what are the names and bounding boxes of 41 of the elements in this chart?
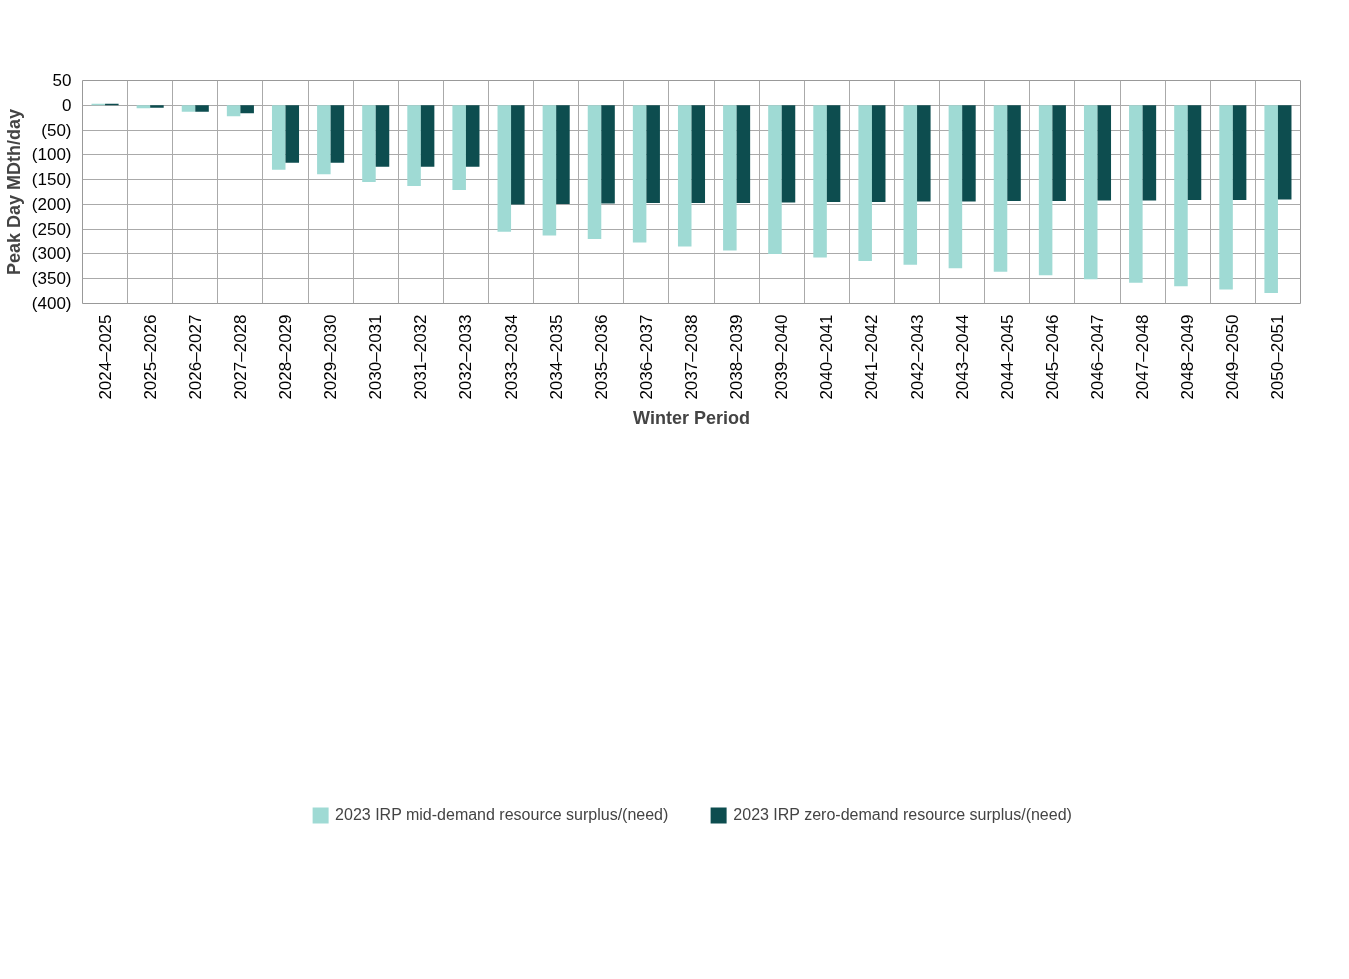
y-tick-label: 50 <box>52 71 72 90</box>
x-tick-label: 2024–2025 <box>95 314 115 400</box>
y-tick-label: (50) <box>41 120 72 140</box>
x-tick-label: 2037–2038 <box>682 314 701 400</box>
x-tick-label: 2040–2041 <box>817 314 837 400</box>
x-axis-title: Winter Period <box>633 407 750 428</box>
x-tick-label: 2041–2042 <box>862 314 882 400</box>
x-tick-label: 2045–2046 <box>1042 314 1062 400</box>
y-tick-label: (200) <box>31 194 72 214</box>
x-tick-label: 2027–2028 <box>230 314 250 400</box>
x-tick-label: 2036–2037 <box>636 314 656 400</box>
y-tick-label: 0 <box>62 95 72 115</box>
x-tick-label: 2047–2048 <box>1133 314 1153 400</box>
y-axis-title: Peak Day MDth/day <box>3 108 24 276</box>
x-tick-label: 2032–2033 <box>456 314 476 400</box>
x-tick-label: 2042–2043 <box>907 314 927 400</box>
x-tick-label: 2039–2040 <box>772 314 792 400</box>
x-tick-label: 2046–2047 <box>1088 314 1107 400</box>
x-tick-label: 2031–2032 <box>411 314 431 400</box>
x-tick-label: 2043–2044 <box>952 314 972 400</box>
x-tick-label: 2026–2027 <box>185 314 205 400</box>
y-tick-label: (100) <box>31 145 72 165</box>
x-tick-label: 2030–2031 <box>366 314 386 400</box>
y-tick-label: (300) <box>31 244 72 264</box>
y-tick-label: (400) <box>31 294 72 313</box>
y-tick-label: (250) <box>31 219 72 239</box>
legend-label: 2023 IRP zero-demand resource surplus/(need) <box>733 806 1072 824</box>
x-tick-label: 2038–2039 <box>727 314 747 400</box>
x-tick-label: 2050–2051 <box>1268 314 1288 400</box>
y-tick-label: (150) <box>31 170 72 190</box>
x-tick-label: 2048–2049 <box>1178 314 1198 400</box>
x-tick-label: 2034–2035 <box>546 314 566 400</box>
x-tick-label: 2033–2034 <box>501 314 521 400</box>
x-tick-label: 2035–2036 <box>591 314 611 400</box>
x-tick-label: 2028–2029 <box>276 314 295 400</box>
y-tick-label: (350) <box>31 269 72 289</box>
legend-label: 2023 IRP mid-demand resource surplus/(need) <box>335 806 669 824</box>
x-tick-label: 2025–2026 <box>140 314 160 400</box>
x-tick-label: 2029–2030 <box>321 314 341 400</box>
x-tick-label: 2049–2050 <box>1223 314 1243 400</box>
x-tick-label: 2044–2045 <box>997 314 1017 400</box>
